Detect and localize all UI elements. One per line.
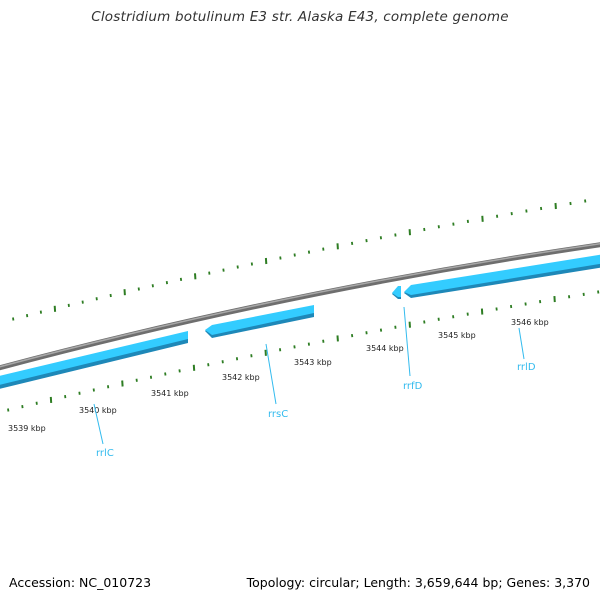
gene-label-rrlD[interactable]: rrlD: [517, 362, 536, 373]
gene-label-rrsC[interactable]: rrsC: [268, 409, 288, 420]
scale-label: 3541 kbp: [151, 389, 189, 398]
scale-labels: 3539 kbp 3540 kbp 3541 kbp 3542 kbp 3543…: [8, 318, 549, 433]
feature-rrsC[interactable]: [205, 305, 314, 338]
scale-label: 3540 kbp: [79, 406, 117, 415]
scale-label: 3545 kbp: [438, 331, 476, 340]
leader-rrlD: [518, 327, 525, 360]
backbone-highlight: [0, 242, 600, 368]
feature-rrfD[interactable]: [392, 286, 401, 299]
leader-rrsC: [265, 343, 277, 405]
gene-label-rrlC[interactable]: rrlC: [96, 448, 114, 459]
leader-rrfD: [403, 306, 411, 377]
gene-leaders: [93, 306, 525, 445]
accession-text: Accession: NC_010723: [9, 575, 152, 590]
feature-rrlD[interactable]: [404, 254, 600, 298]
gene-label-rrfD[interactable]: rrfD: [403, 381, 423, 392]
scale-label: 3542 kbp: [222, 373, 260, 382]
scale-label: 3544 kbp: [366, 344, 404, 353]
scale-label: 3546 kbp: [511, 318, 549, 327]
topology-text: Topology: circular; Length: 3,659,644 bp…: [246, 575, 590, 590]
scale-label: 3539 kbp: [8, 424, 46, 433]
tick-row-outer: [12, 199, 587, 321]
backbone-line: [0, 242, 600, 371]
feature-rrlC[interactable]: [0, 331, 188, 390]
tick-row-inner: [7, 290, 600, 412]
gene-labels: rrlC rrsC rrfD rrlD: [96, 362, 536, 459]
map-title: Clostridium botulinum E3 str. Alaska E43…: [91, 9, 509, 25]
scale-label: 3543 kbp: [294, 358, 332, 367]
leader-rrlC: [93, 403, 104, 445]
